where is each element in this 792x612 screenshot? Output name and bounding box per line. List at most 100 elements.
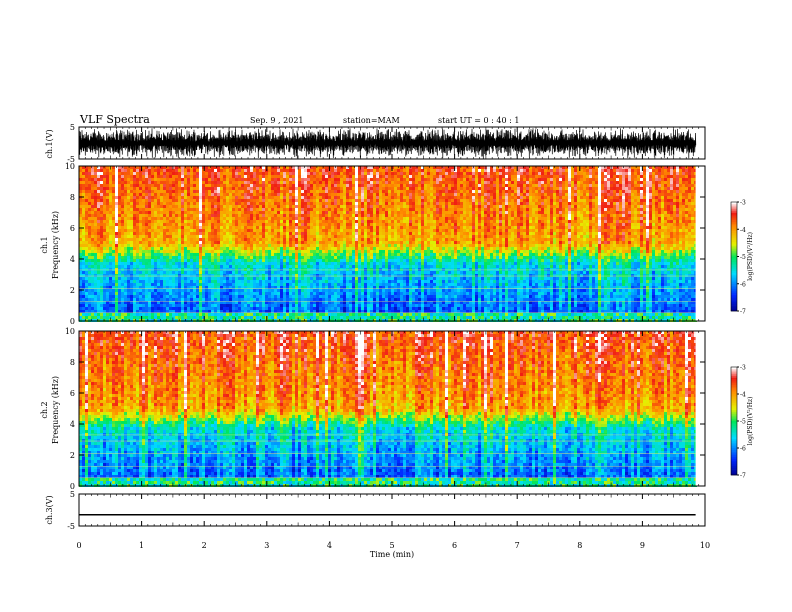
cbar1-swatch [731,202,737,205]
cbar2-tick-label: -4 [740,392,746,399]
p-s2-cells [79,331,697,487]
p-s2-ytick-label: 8 [70,358,75,367]
cbar1-swatch [731,261,737,265]
x-tick-labels: 0 1 2 3 4 5 6 7 8 9 10 [76,541,710,550]
cbar1-swatch [731,216,737,219]
x-tick-label: 9 [640,541,645,550]
cbar1-swatch [731,291,737,294]
cbar1-tick-label: -4 [740,227,746,234]
cbar1-swatch [731,265,737,268]
cbar2-swatch [731,460,737,463]
cbar2-swatch [731,453,737,456]
cbar1-tick-label: -6 [740,281,746,288]
cbar1-swatch [731,301,737,305]
cbar1-swatch [731,252,737,255]
cbar2-swatch [731,442,737,445]
cbar1-swatch [731,245,737,248]
cbar2-swatch [731,377,737,380]
cbar1-swatch [731,278,737,281]
x-tick-label: 6 [452,541,457,550]
cbar1-swatch [731,225,737,228]
cbar1-swatch [731,227,737,230]
cbar2-swatch [731,435,737,438]
cbar1-swatch [731,220,737,223]
cbar1-swatch [731,231,737,234]
cbar1-swatch [731,212,737,216]
cbar2-swatch [731,424,737,427]
p-s1-ytick-label: 2 [70,286,75,295]
cbar1-swatch [731,254,737,257]
cbar1-swatch [731,271,737,274]
date-label: Sep. 9 , 2021 [250,116,304,125]
cbar1-swatch [731,247,737,250]
cbar2-swatch [731,413,737,416]
cbar2-swatch [731,466,737,469]
ch1-waveform-line [78,127,697,159]
ch1-waveform-panel: 5 -5 [67,123,706,164]
ch1-spectrogram-panel: 0 2 4 6 8 10 [65,162,706,326]
x-tick-label: 2 [202,541,207,550]
ch3-ytick-label: -5 [67,522,75,531]
p-s1-cells [79,166,697,322]
cbar2-swatch [731,386,737,389]
cbar1-swatch [731,263,737,266]
cbar1-swatch [731,305,737,308]
cbar2-swatch [731,417,737,420]
cbar2-label: log(PSD)(V²/Hz) [747,397,754,446]
p-s1-ytick-label: 6 [70,224,75,233]
cbar2-tick-label: -5 [740,419,746,426]
cbar2-swatch [731,415,737,418]
cbar2-swatch [731,428,737,431]
cbar2-swatch [731,422,737,425]
x-tick-label: 7 [515,541,520,550]
cbar2-swatch [731,449,737,452]
cbar2-swatch [731,473,737,476]
cbar1-swatch [731,267,737,270]
ch1-ylabel: ch.1(V) [45,129,54,158]
cbar1-swatch [731,289,737,292]
cbar1-swatch [731,303,737,306]
cbar2-swatch [731,376,737,379]
cbar2-swatch [731,403,737,406]
cbar2-swatch [731,455,737,458]
cbar1-swatch [731,260,737,263]
cbar2-swatch [731,448,737,451]
cbar2-swatch [731,392,737,395]
ch2-spectrogram-panel: 0 2 4 6 8 10 [65,327,706,491]
cbar2-swatch [731,457,737,460]
cbar1-swatch [731,281,737,285]
p-s2-ytick-label: 0 [70,482,75,491]
chart-title: VLF Spectra [79,113,150,126]
ch1-spec-ylabel-channel: ch.1 [40,236,49,253]
cbar1-swatch [731,205,737,208]
cbar1-swatch [731,296,737,299]
cbar1-swatch [731,218,737,221]
x-tick-label: 0 [76,541,81,550]
cbar2-swatch [731,379,737,382]
cbar1-swatch [731,300,737,303]
cbar1-swatch [731,229,737,232]
ch3-ylabel: ch.3(V) [45,495,54,524]
x-tick-label: 1 [139,541,144,550]
ch3-ytick-label: 5 [70,490,75,499]
cbar1-swatch [731,203,737,206]
cbar2-swatch [731,410,737,413]
cbar1-swatch [731,234,737,237]
cbar2-swatch [731,439,737,442]
cbar2-swatch [731,399,737,402]
start-ut-label: start UT = 0 : 40 : 1 [438,116,519,125]
cbar2-swatch [731,431,737,434]
cbar1-tick-label: -7 [740,309,746,316]
cbar2-tick-label: -3 [740,365,746,372]
cbar1-swatch [731,256,737,259]
p-s1-ytick-label: 8 [70,193,75,202]
cbar2-swatch [731,397,737,400]
cbar2-swatch [731,437,737,440]
cbar1-swatch [731,292,737,295]
colorbar-ch1: -3 -4 -5 -6 -7 log(PSD)(V²/Hz) [730,200,754,316]
cbar2-swatch [731,458,737,461]
cbar2-swatch [731,467,737,470]
cbar2-swatch [731,370,737,373]
cbar1-swatch [731,285,737,288]
cbar2-swatch [731,381,737,384]
